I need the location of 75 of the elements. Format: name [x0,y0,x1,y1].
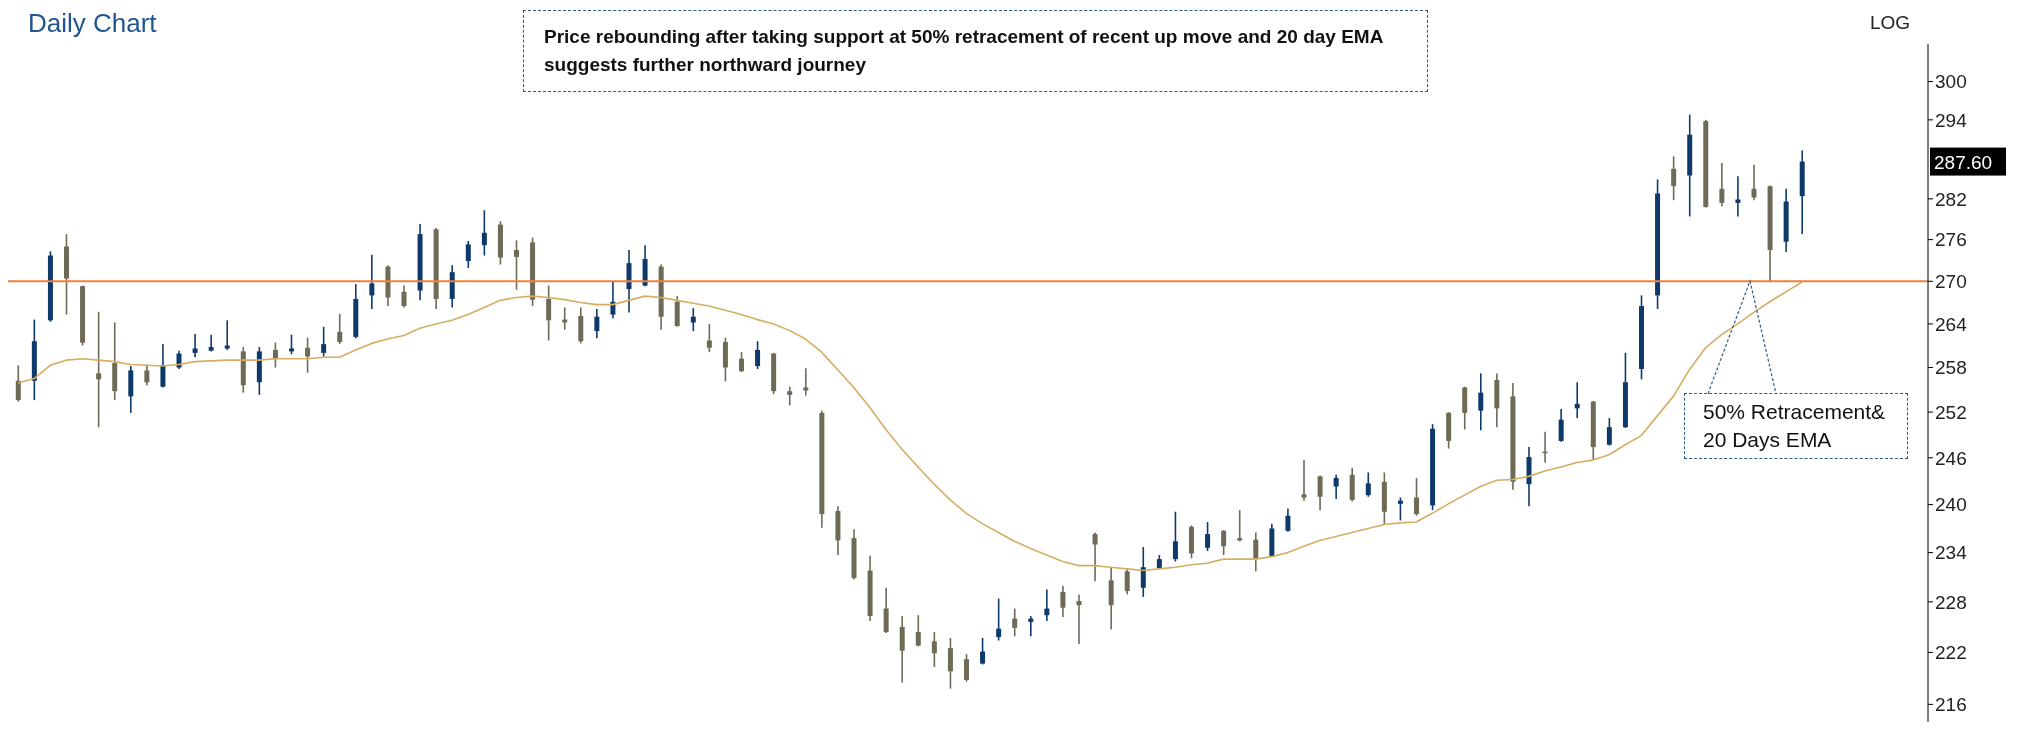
candlestick [160,343,166,389]
candlestick [1092,531,1098,582]
candlestick [739,351,744,373]
candlestick [947,637,953,690]
candlestick [369,254,375,310]
candlestick [1478,372,1484,432]
candlestick [289,333,294,356]
candlestick [514,239,519,291]
text: 287.60 [1934,151,1993,173]
candlestick [1253,531,1259,573]
text: LOG [1870,12,1911,34]
candlestick [1205,521,1211,552]
candlestick [1285,507,1291,533]
candlestick [1076,593,1082,645]
candlestick [1365,471,1371,498]
candlestick [192,333,198,359]
y-tick-label: 282 [1935,188,1967,210]
candlestick [96,310,102,429]
y-tick-label: 252 [1935,401,1967,423]
y-tick-label: 300 [1935,71,1967,93]
candlestick [1124,567,1130,596]
y-tick-label: 264 [1935,313,1968,335]
y-tick-label: 240 [1935,494,1967,516]
candlestick [321,325,327,358]
candlestick [610,280,616,319]
y-tick-label: 294 [1935,109,1968,131]
candlestick [1606,417,1612,447]
y-tick-label: 258 [1935,357,1967,379]
candlestick [1671,155,1677,201]
candlestick [1060,585,1066,618]
y-tick-label: 270 [1935,271,1967,293]
candlestick [144,363,150,387]
candlestick [803,367,809,397]
annotation: 50% Retracement& 20 Days EMA [1684,393,1908,459]
candlestick [706,323,712,353]
candlestick [594,308,600,340]
chart-title: Daily Chart [28,8,157,39]
candlestick [272,341,278,369]
candlestick [883,586,889,634]
y-tick-label: 246 [1935,447,1967,469]
candlestick [1414,477,1419,517]
candlestick [787,385,793,407]
candlestick [546,284,552,342]
candlestick [1317,474,1323,511]
candlestick [337,313,343,345]
y-tick-label: 222 [1935,642,1967,664]
candlestick [1172,510,1178,563]
candlestick [755,340,761,370]
candlestick [1301,459,1307,502]
candlestick [915,614,921,648]
candlestick [1333,474,1339,500]
candlestick [401,284,407,309]
candlestick [305,336,311,374]
candlestick [980,637,986,666]
candlestick [1751,164,1757,201]
candlestick [1574,381,1580,419]
candlestick [899,615,905,684]
candlestick [1044,588,1050,622]
candlestick [1012,607,1018,638]
y-tick-label: 228 [1935,591,1967,613]
y-tick-label: 276 [1935,229,1967,251]
candlestick [465,240,471,269]
candlestick [1140,546,1146,598]
y-tick-label: 234 [1935,542,1968,564]
candlestick [1719,162,1725,208]
candlestick [15,364,21,403]
annotation: Price rebounding after taking support at 50% retracement of recent up move and 20 day EMA suggests further northward journey [523,10,1428,92]
candlestick [931,631,937,668]
candlestick [1397,496,1403,522]
candlestick [1221,529,1227,556]
y-tick-label: 216 [1935,694,1967,716]
candlestick [964,653,969,683]
candlestick [996,597,1002,642]
candlestick [481,209,487,257]
candlestick [1558,408,1564,443]
